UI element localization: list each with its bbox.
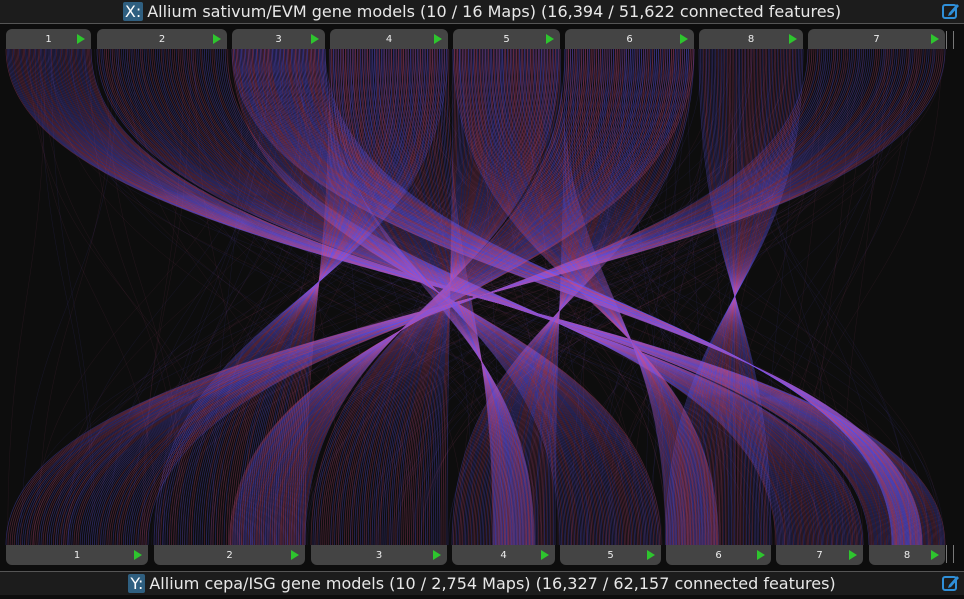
top-map-1[interactable]: 1: [6, 29, 91, 49]
map-label: 5: [607, 550, 613, 561]
bottom-map-8[interactable]: 8: [869, 545, 945, 565]
top-map-7[interactable]: 7: [808, 29, 945, 49]
map-label: 8: [748, 34, 754, 45]
x-axis-header: X: Allium sativum/EVM gene models (10 / …: [0, 0, 964, 24]
map-label: 3: [275, 34, 281, 45]
x-axis-badge: X:: [123, 2, 143, 21]
play-icon[interactable]: [311, 34, 319, 44]
play-icon[interactable]: [77, 34, 85, 44]
bottom-map-6[interactable]: 6: [666, 545, 771, 565]
x-axis-title: Allium sativum/EVM gene models (10 / 16 …: [147, 2, 841, 21]
y-axis-header: Y: Allium cepa/ISG gene models (10 / 2,7…: [0, 571, 964, 595]
map-label: 2: [159, 34, 165, 45]
map-label: 1: [74, 550, 80, 561]
map-label: 4: [500, 550, 506, 561]
play-icon[interactable]: [757, 550, 765, 560]
top-map-2[interactable]: 2: [97, 29, 227, 49]
top-map-3[interactable]: 3: [232, 29, 325, 49]
scrollbar-top[interactable]: [946, 31, 954, 49]
edit-icon[interactable]: [942, 2, 960, 20]
bottom-map-2[interactable]: 2: [154, 545, 305, 565]
play-icon[interactable]: [789, 34, 797, 44]
y-axis-title: Allium cepa/ISG gene models (10 / 2,754 …: [149, 574, 835, 593]
map-label: 1: [45, 34, 51, 45]
play-icon[interactable]: [849, 550, 857, 560]
bottom-map-4[interactable]: 4: [452, 545, 555, 565]
edit-icon[interactable]: [942, 574, 960, 592]
play-icon[interactable]: [134, 550, 142, 560]
play-icon[interactable]: [434, 34, 442, 44]
map-label: 3: [376, 550, 382, 561]
top-map-8[interactable]: 8: [699, 29, 803, 49]
play-icon[interactable]: [546, 34, 554, 44]
map-label: 8: [904, 550, 910, 561]
bottom-map-7[interactable]: 7: [776, 545, 863, 565]
map-label: 7: [816, 550, 822, 561]
play-icon[interactable]: [931, 550, 939, 560]
play-icon[interactable]: [291, 550, 299, 560]
map-label: 2: [226, 550, 232, 561]
play-icon[interactable]: [680, 34, 688, 44]
map-label: 4: [386, 34, 392, 45]
top-map-4[interactable]: 4: [330, 29, 448, 49]
bottom-map-5[interactable]: 5: [560, 545, 661, 565]
scrollbar-bottom[interactable]: [946, 545, 954, 563]
y-axis-badge: Y:: [128, 574, 145, 593]
map-label: 5: [503, 34, 509, 45]
play-icon[interactable]: [931, 34, 939, 44]
top-map-5[interactable]: 5: [453, 29, 560, 49]
synteny-plot: [0, 49, 964, 545]
map-label: 6: [715, 550, 721, 561]
top-map-6[interactable]: 6: [565, 29, 694, 49]
play-icon[interactable]: [647, 550, 655, 560]
map-label: 7: [873, 34, 879, 45]
bottom-map-3[interactable]: 3: [311, 545, 447, 565]
play-icon[interactable]: [213, 34, 221, 44]
map-label: 6: [626, 34, 632, 45]
play-icon[interactable]: [433, 550, 441, 560]
play-icon[interactable]: [541, 550, 549, 560]
bottom-map-1[interactable]: 1: [6, 545, 148, 565]
